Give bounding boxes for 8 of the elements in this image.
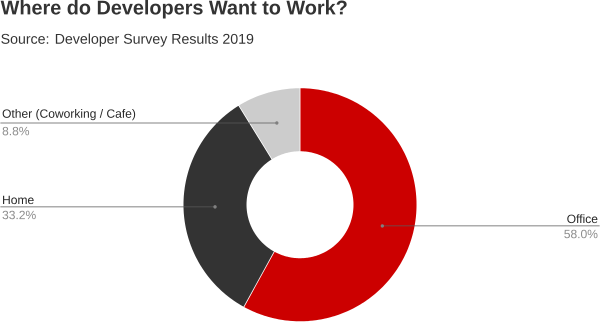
data-label: 33.2% [2,210,36,220]
chart-subtitle: Source: Developer Survey Results 2019 [1,33,254,47]
slice-label: Other (Coworking / Cafe) [2,108,136,120]
slice-label: Office [567,214,598,224]
chart-title: Where do Developers Want to Work? [0,0,347,18]
data-label: 8.8% [2,126,30,136]
data-label: 58.0% [564,230,598,238]
slice-label: Home [3,196,34,204]
